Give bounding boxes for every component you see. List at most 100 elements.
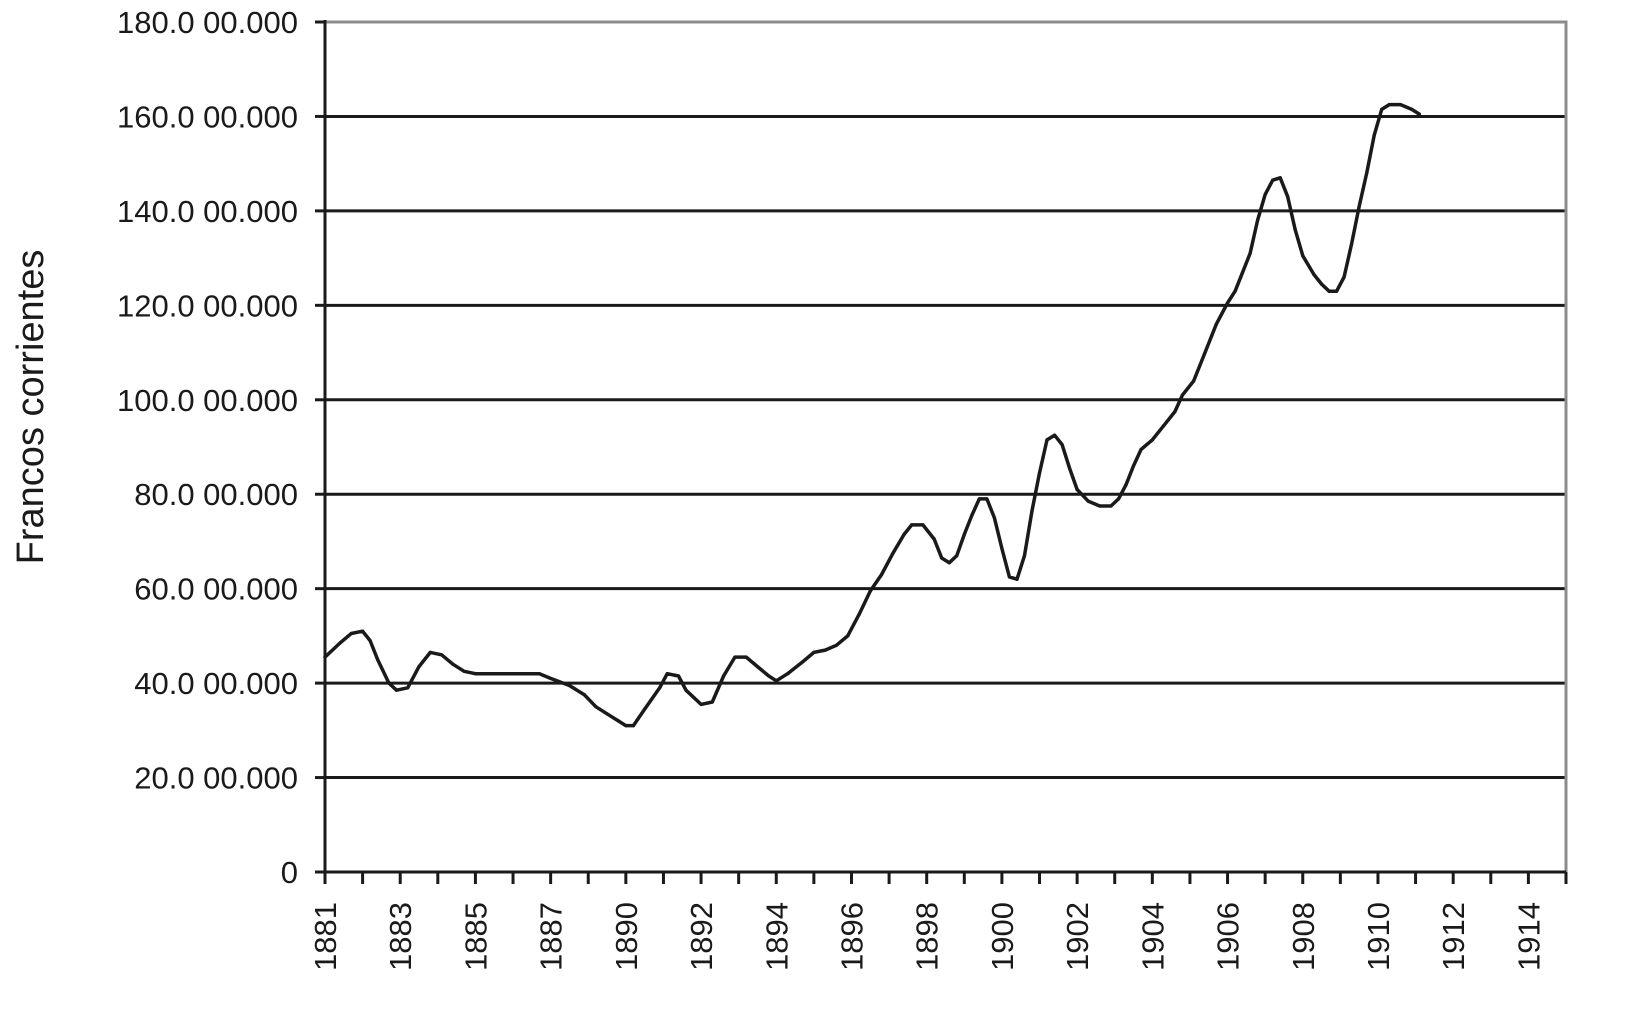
y-tick-label: 100.0 00.000: [117, 383, 298, 418]
data-point: [1015, 577, 1019, 581]
data-point: [1417, 112, 1421, 116]
x-tick-label: 1914: [1511, 902, 1546, 971]
data-point: [1030, 509, 1034, 513]
data-point: [812, 650, 816, 655]
data-point: [1278, 176, 1282, 180]
data-point: [1214, 322, 1218, 326]
data-point: [658, 686, 662, 690]
x-tick-label: 1898: [910, 902, 945, 971]
y-tick-label: 60.0 00.000: [134, 572, 298, 607]
data-point: [955, 554, 959, 558]
data-point: [1007, 575, 1012, 579]
data-point: [786, 672, 790, 676]
data-point: [992, 516, 997, 520]
data-point: [428, 650, 432, 655]
data-point: [1000, 546, 1004, 551]
y-axis-ticks: 0 20.0 00.000 40.0 00.000 60.0 00.000 80.0 0…: [117, 5, 325, 890]
data-point: [1180, 393, 1184, 397]
y-tick-label: 80.0 00.000: [134, 477, 298, 512]
data-point: [1256, 218, 1260, 222]
data-point: [940, 556, 944, 560]
data-point: [473, 672, 477, 676]
y-tick-label: 40.0 00.000: [134, 666, 298, 701]
data-point: [744, 655, 748, 659]
data-point: [323, 655, 327, 659]
y-tick-label: 140.0 00.000: [117, 194, 298, 229]
data-point: [338, 641, 342, 645]
data-point: [1350, 242, 1354, 246]
gridlines: [325, 20, 1566, 780]
data-point: [823, 648, 827, 652]
data-point: [932, 537, 936, 541]
data-point: [1327, 289, 1331, 293]
data-point: [1131, 464, 1136, 468]
x-tick-label: 1908: [1286, 902, 1321, 971]
data-point: [1365, 171, 1369, 175]
data-point: [361, 629, 365, 633]
data-point: [1293, 228, 1297, 232]
data-point: [910, 523, 914, 527]
data-point: [977, 497, 981, 501]
data-point: [624, 724, 628, 728]
x-tick-label: 1887: [534, 902, 569, 971]
data-point: [676, 674, 681, 678]
data-point: [880, 572, 884, 577]
x-tick-label: 1910: [1361, 902, 1396, 971]
x-axis-ticks: 1881 1883 1885 1887 1890 1892 1894 1896 1898 1900…: [308, 872, 1568, 971]
data-point: [549, 676, 553, 681]
data-point: [891, 551, 895, 555]
data-point: [1263, 192, 1267, 196]
data-point: [857, 613, 861, 617]
data-point: [1124, 483, 1128, 487]
data-point: [1380, 107, 1384, 111]
data-point: [1109, 504, 1113, 508]
y-axis-title: Francos corrientes: [10, 250, 52, 565]
x-tick-label: 1894: [759, 902, 794, 971]
data-point: [1357, 204, 1361, 208]
data-point: [1241, 270, 1245, 274]
x-tick-label: 1900: [985, 902, 1020, 971]
x-tick-label: 1904: [1135, 902, 1170, 971]
x-tick-label: 1902: [1060, 902, 1095, 971]
data-point: [710, 700, 714, 704]
data-point: [1271, 178, 1275, 182]
data-point: [767, 674, 771, 678]
data-point: [962, 532, 966, 537]
data-point: [394, 688, 399, 692]
data-point: [985, 497, 989, 501]
data-point: [417, 665, 421, 669]
x-tick-label: 1892: [684, 902, 719, 971]
data-point: [1398, 103, 1403, 107]
data-point: [605, 712, 609, 716]
data-point: [970, 513, 974, 518]
data-point: [1139, 447, 1143, 451]
data-point: [1225, 301, 1230, 305]
data-point: [1068, 466, 1072, 470]
y-tick-label: 180.0 00.000: [117, 5, 298, 40]
plot-frame: [323, 20, 1568, 874]
series-line: [323, 102, 1422, 728]
data-point: [1045, 438, 1049, 442]
data-point: [1150, 438, 1154, 442]
data-point: [511, 672, 515, 676]
data-point: [1173, 410, 1177, 414]
data-point: [1075, 487, 1079, 492]
data-point: [368, 639, 372, 643]
data-point: [406, 686, 410, 690]
data-point: [582, 693, 587, 697]
data-point: [665, 672, 669, 676]
data-point: [462, 669, 466, 673]
data-point: [774, 679, 778, 683]
data-point: [846, 634, 850, 638]
y-tick-label: 0: [281, 855, 298, 890]
data-point: [1312, 273, 1316, 277]
data-point: [440, 653, 444, 657]
data-point: [733, 655, 737, 659]
data-point: [1086, 499, 1090, 503]
data-point: [451, 662, 455, 666]
y-tick-label: 120.0 00.000: [117, 288, 298, 323]
data-point: [1320, 282, 1324, 286]
x-tick-label: 1883: [383, 902, 418, 971]
data-point: [616, 719, 620, 723]
